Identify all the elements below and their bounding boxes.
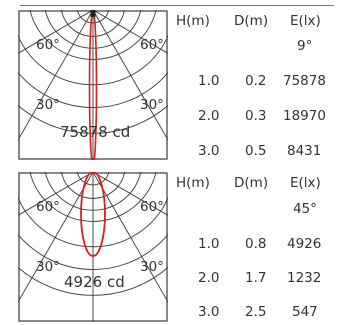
row3-illuminance: 8431 <box>287 143 322 159</box>
header-illuminance: E(lx) <box>290 175 321 191</box>
row3-illuminance: 547 <box>292 304 318 320</box>
header-illuminance: E(lx) <box>290 13 321 29</box>
angle-label-left-60: 60° <box>36 199 60 215</box>
peak-intensity-label: 4926 cd <box>64 273 125 291</box>
photometric-panel-2: 60° 60° 30° 30° 4926 cd H(m) D(m) E(lx) … <box>0 166 337 325</box>
row2-distance: 0.3 <box>245 108 267 124</box>
row1-illuminance: 75878 <box>283 73 326 89</box>
photometric-panel-1: 60° 60° 30° 30° 75878 cd H(m) D(m) E(lx)… <box>18 5 334 160</box>
row1-height: 1.0 <box>198 73 220 89</box>
row3-height: 3.0 <box>198 304 220 320</box>
polar-grid <box>18 172 168 322</box>
light-source-marker <box>90 10 96 17</box>
row2-illuminance: 1232 <box>287 270 322 286</box>
angle-label-right-60: 60° <box>140 37 164 53</box>
header-distance: D(m) <box>234 175 269 191</box>
row1-distance: 0.2 <box>245 73 267 89</box>
row1-height: 1.0 <box>198 236 220 252</box>
light-distribution-curve <box>88 10 98 160</box>
row3-distance: 2.5 <box>245 304 267 320</box>
header-distance: D(m) <box>234 13 269 29</box>
angle-label-left-60: 60° <box>36 37 60 53</box>
header-height: H(m) <box>176 13 210 29</box>
row2-illuminance: 18970 <box>283 108 326 124</box>
polar-diagram <box>18 10 168 160</box>
row2-height: 2.0 <box>198 270 220 286</box>
row1-illuminance: 4926 <box>287 236 322 252</box>
angle-label-left-30: 30° <box>36 97 60 113</box>
row3-distance: 0.5 <box>245 143 267 159</box>
top-divider <box>20 5 334 6</box>
beam-angle: 45° <box>293 201 317 217</box>
row2-height: 2.0 <box>198 108 220 124</box>
polar-diagram <box>18 172 168 322</box>
polar-grid <box>18 10 168 160</box>
header-height: H(m) <box>176 175 210 191</box>
angle-label-right-60: 60° <box>140 199 164 215</box>
row1-distance: 0.8 <box>245 236 267 252</box>
beam-angle: 9° <box>297 38 313 54</box>
light-distribution-curve <box>80 172 106 257</box>
row2-distance: 1.7 <box>245 270 267 286</box>
angle-label-right-30: 30° <box>140 97 164 113</box>
angle-label-right-30: 30° <box>140 259 164 275</box>
peak-intensity-label: 75878 cd <box>60 123 131 141</box>
angle-label-left-30: 30° <box>36 259 60 275</box>
row3-height: 3.0 <box>198 143 220 159</box>
